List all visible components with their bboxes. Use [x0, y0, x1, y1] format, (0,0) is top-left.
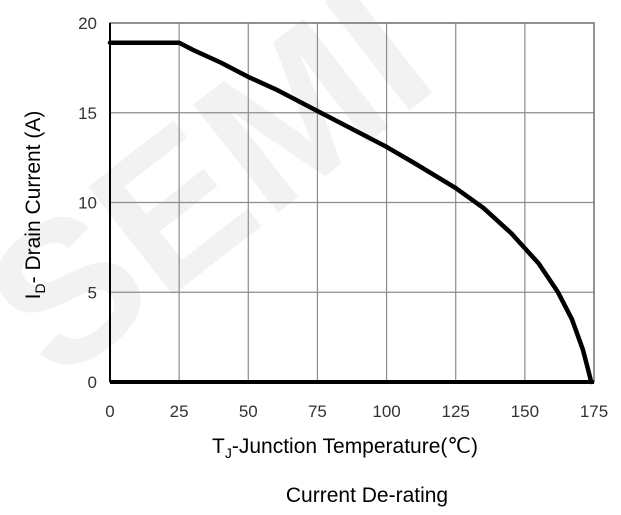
- x-axis-label-rest: -Junction Temperature(℃): [232, 435, 478, 458]
- x-tick-label: 0: [105, 402, 114, 421]
- y-tick-label: 5: [88, 283, 97, 302]
- y-axis-label-rest: - Drain Current (A): [22, 111, 45, 284]
- x-tick-label: 50: [239, 402, 258, 421]
- y-tick-label: 10: [78, 194, 97, 213]
- x-tick-label: 100: [372, 402, 400, 421]
- x-tick-labels: 0 25 50 75 100 125 150 175: [105, 402, 608, 421]
- x-tick-label: 175: [580, 402, 608, 421]
- x-tick-label: 25: [170, 402, 189, 421]
- y-tick-labels: 0 5 10 15 20: [78, 14, 97, 392]
- series-group: [107, 40, 594, 385]
- x-tick-label: 125: [442, 402, 470, 421]
- watermark: SEMI: [0, 0, 469, 419]
- x-tick-label: 150: [511, 402, 539, 421]
- chart-caption: Current De-rating: [286, 484, 448, 507]
- x-axis-label-subscript: J: [225, 445, 232, 461]
- y-axis-label-subscript: D: [32, 283, 48, 293]
- y-axis-label: ID- Drain Current (A): [22, 111, 48, 300]
- x-tick-label: 75: [308, 402, 327, 421]
- y-tick-label: 20: [78, 14, 97, 33]
- series-line: [107, 40, 594, 385]
- watermark-text: SEMI: [0, 0, 469, 419]
- y-tick-label: 0: [88, 373, 97, 392]
- y-tick-label: 15: [78, 104, 97, 123]
- x-axis-label: TJ-Junction Temperature(℃): [212, 435, 478, 461]
